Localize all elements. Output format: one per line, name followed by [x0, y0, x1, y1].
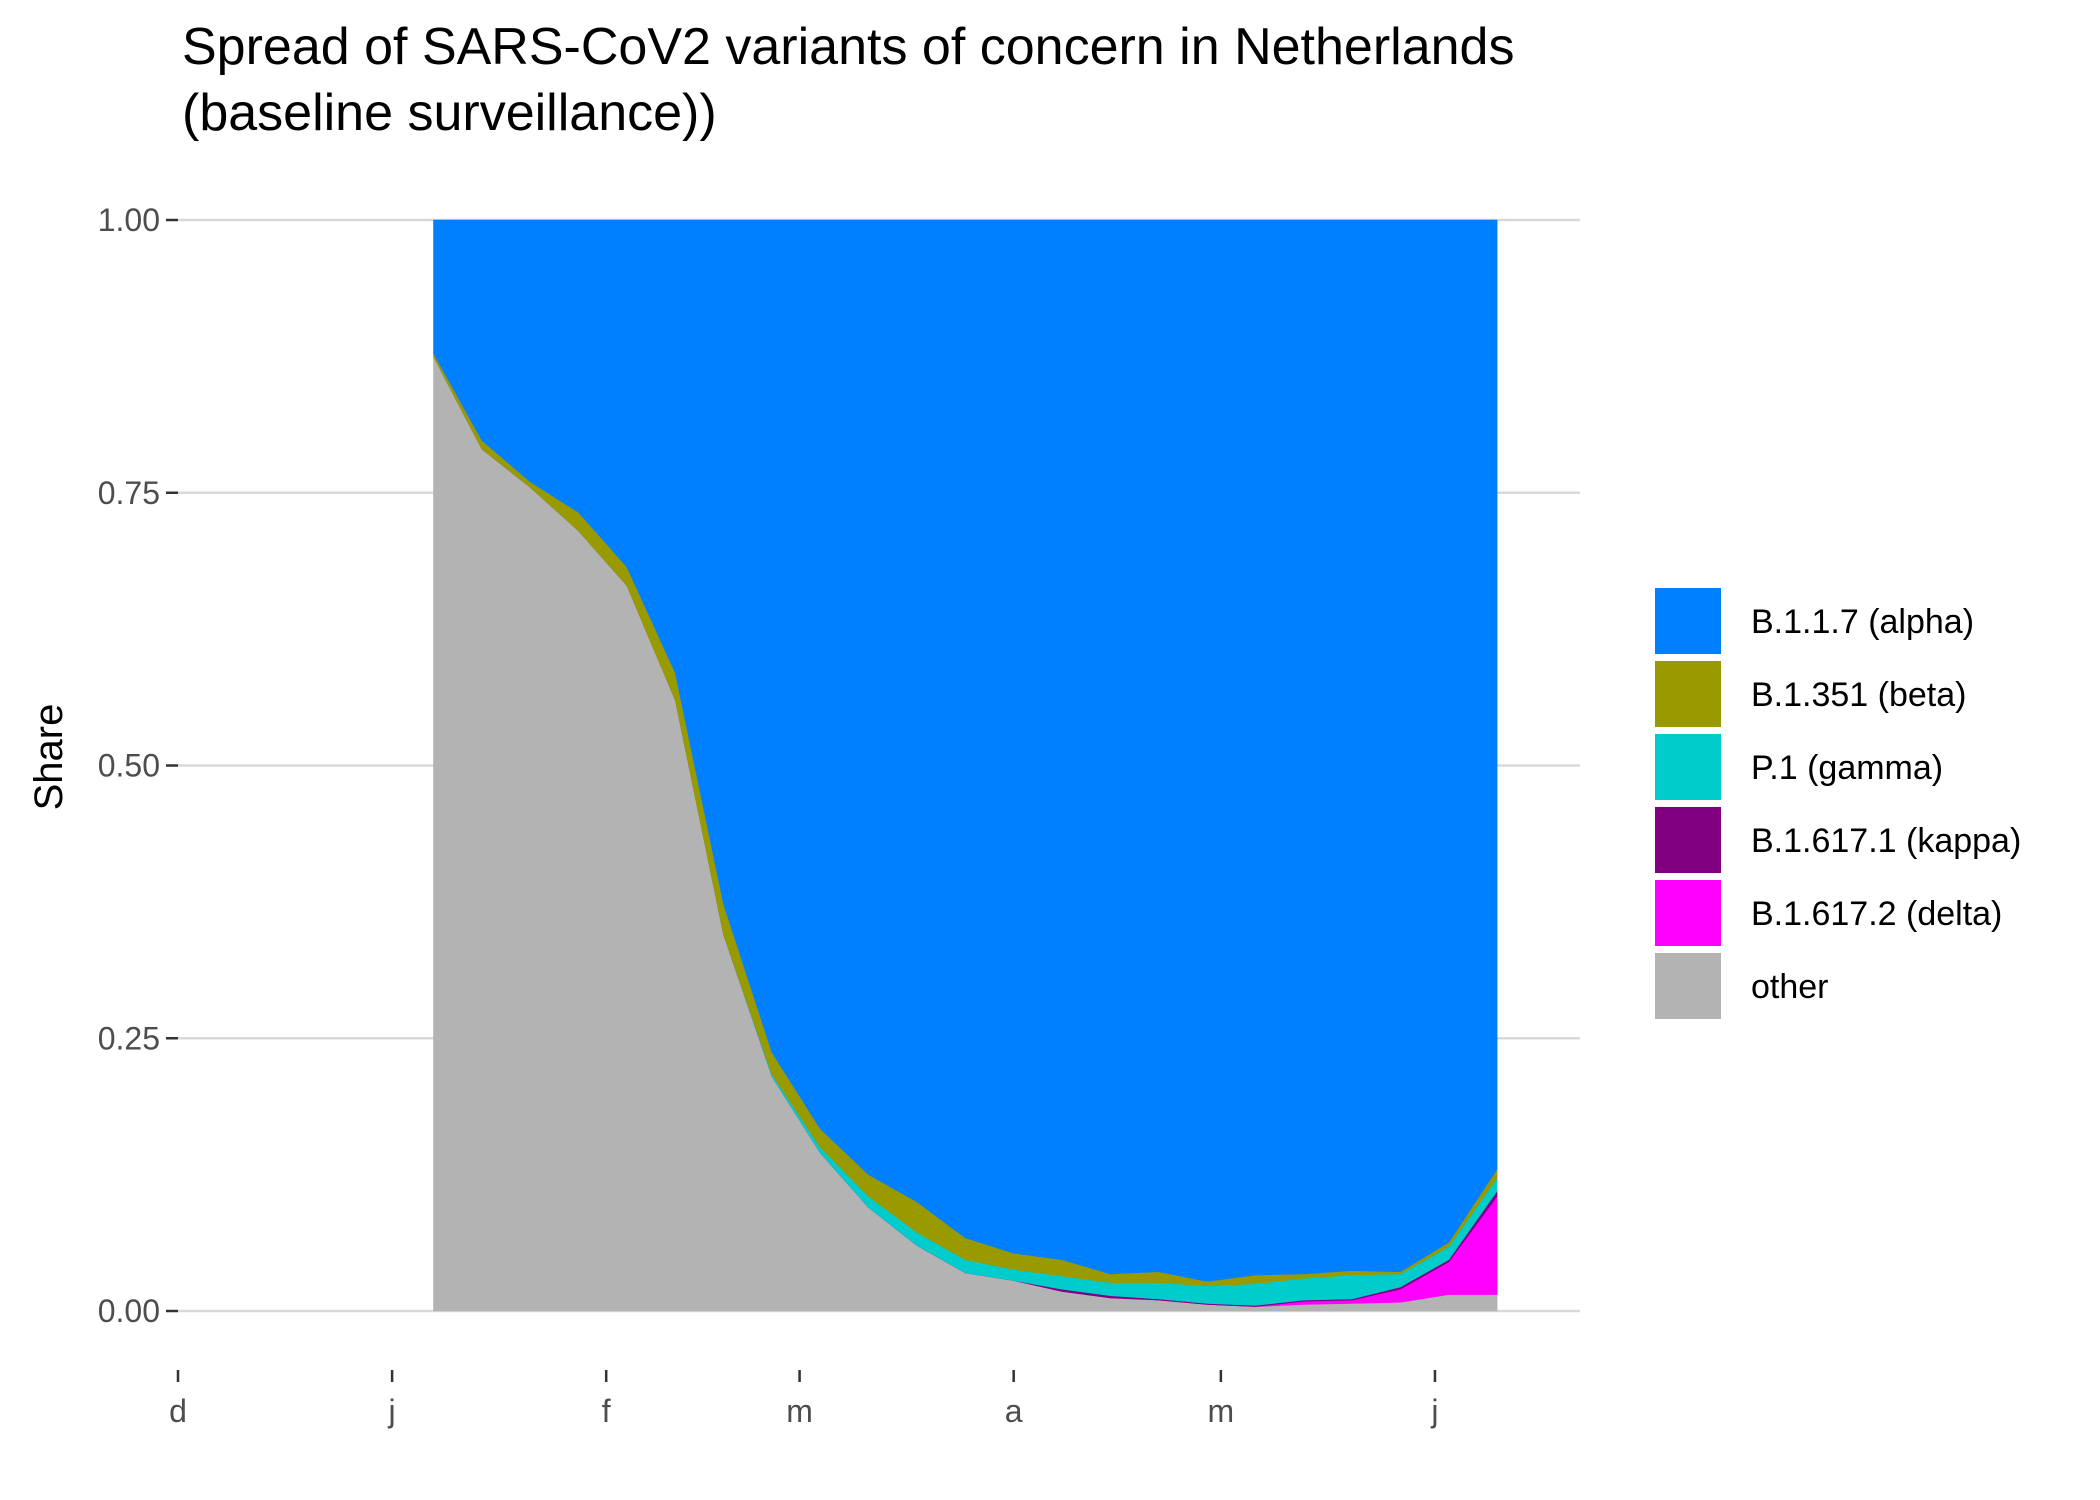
legend-label: P.1 (gamma) — [1751, 749, 1943, 787]
legend-key — [1655, 734, 1721, 800]
legend-key — [1655, 807, 1721, 873]
legend-label: other — [1751, 968, 1829, 1006]
y-axis-title: Share — [27, 704, 71, 811]
legend-key — [1655, 661, 1721, 727]
chart-title-line-1: Spread of SARS-CoV2 variants of concern … — [182, 18, 1514, 76]
y-tick-label: 1.00 — [98, 202, 160, 238]
x-tick-label: a — [1005, 1393, 1023, 1429]
chart-title: Spread of SARS-CoV2 variants of concern … — [182, 18, 1514, 142]
area-series-b-1-1-7-alpha — [433, 219, 1498, 1282]
legend-key — [1655, 880, 1721, 946]
stacked-areas — [433, 219, 1498, 1312]
legend-label: B.1.617.1 (kappa) — [1751, 822, 2021, 860]
x-tick-label: m — [1208, 1393, 1235, 1429]
legend-label: B.1.617.2 (delta) — [1751, 895, 2002, 933]
x-tick-label: m — [786, 1393, 813, 1429]
y-axis: 0.00 0.25 0.50 0.75 1.00 — [98, 202, 178, 1329]
x-tick-label: f — [602, 1393, 611, 1429]
y-tick-label: 0.25 — [98, 1020, 160, 1056]
x-tick-label: d — [169, 1393, 187, 1429]
legend-label: B.1.351 (beta) — [1751, 676, 1966, 714]
legend-label: B.1.1.7 (alpha) — [1751, 603, 1974, 641]
y-tick-label: 0.75 — [98, 475, 160, 511]
chart-title-line-2: (baseline surveillance)) — [182, 84, 717, 142]
legend: B.1.1.7 (alpha) B.1.351 (beta) P.1 (gamma)… — [1655, 588, 2021, 1019]
legend-key — [1655, 588, 1721, 654]
y-tick-label: 0.50 — [98, 748, 160, 784]
x-tick-label: j — [388, 1393, 396, 1429]
legend-key — [1655, 953, 1721, 1019]
y-tick-label: 0.00 — [98, 1293, 160, 1329]
x-tick-label: j — [1430, 1393, 1438, 1429]
